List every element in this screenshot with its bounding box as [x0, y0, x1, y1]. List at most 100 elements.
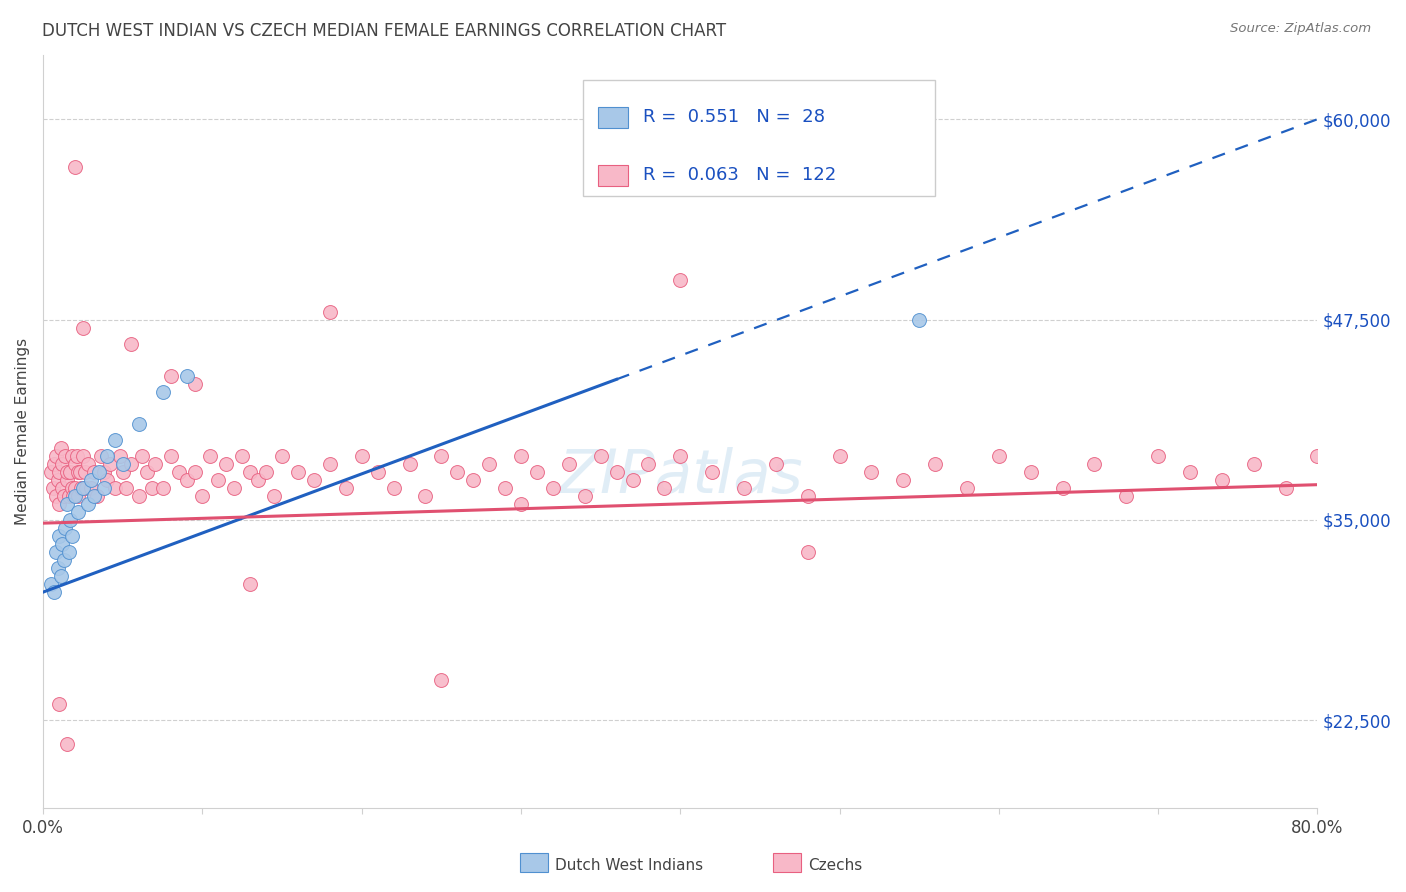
- Point: [49, 441, 72, 455]
- Point: [765, 457, 787, 471]
- Point: [335, 481, 357, 495]
- Point: [45, 545, 67, 559]
- Point: [96, 449, 118, 463]
- Point: [104, 481, 127, 495]
- Point: [128, 417, 150, 431]
- Point: [72, 481, 94, 495]
- Point: [463, 473, 485, 487]
- Point: [510, 449, 533, 463]
- Point: [183, 376, 205, 391]
- Point: [98, 457, 121, 471]
- Point: [796, 489, 818, 503]
- Point: [669, 449, 692, 463]
- Point: [1052, 481, 1074, 495]
- Point: [239, 465, 262, 479]
- Point: [55, 449, 77, 463]
- Point: [42, 481, 65, 495]
- Point: [72, 320, 94, 334]
- Point: [263, 489, 285, 503]
- Point: [76, 457, 98, 471]
- Point: [908, 312, 931, 326]
- Point: [128, 489, 150, 503]
- Point: [176, 368, 198, 383]
- Point: [45, 489, 67, 503]
- Point: [135, 465, 157, 479]
- Point: [48, 497, 70, 511]
- Point: [796, 545, 818, 559]
- Point: [860, 465, 883, 479]
- Text: R =  0.551   N =  28: R = 0.551 N = 28: [643, 109, 824, 127]
- Point: [1147, 449, 1170, 463]
- Point: [83, 489, 105, 503]
- Point: [51, 457, 73, 471]
- Point: [62, 489, 84, 503]
- Point: [131, 449, 153, 463]
- Point: [56, 497, 79, 511]
- Point: [111, 457, 134, 471]
- Point: [55, 521, 77, 535]
- Point: [207, 473, 229, 487]
- Point: [56, 737, 79, 751]
- Point: [120, 336, 142, 351]
- Point: [1083, 457, 1105, 471]
- Point: [66, 449, 89, 463]
- Point: [56, 465, 79, 479]
- Point: [621, 473, 644, 487]
- Point: [271, 449, 294, 463]
- Point: [60, 529, 83, 543]
- Point: [654, 481, 676, 495]
- Point: [120, 457, 142, 471]
- Point: [86, 489, 108, 503]
- Point: [90, 449, 112, 463]
- Point: [478, 457, 501, 471]
- Point: [52, 489, 75, 503]
- Point: [67, 505, 90, 519]
- Point: [141, 481, 163, 495]
- Point: [319, 457, 342, 471]
- Point: [67, 465, 90, 479]
- Point: [319, 304, 342, 318]
- Point: [302, 473, 325, 487]
- Point: [96, 473, 118, 487]
- Point: [606, 465, 628, 479]
- Point: [494, 481, 516, 495]
- Point: [69, 465, 91, 479]
- Point: [39, 465, 62, 479]
- Point: [58, 489, 80, 503]
- Point: [52, 553, 75, 567]
- Point: [59, 513, 82, 527]
- Point: [200, 449, 222, 463]
- Point: [87, 465, 110, 479]
- Point: [167, 465, 190, 479]
- Point: [73, 465, 96, 479]
- Point: [93, 481, 115, 495]
- Y-axis label: Median Female Earnings: Median Female Earnings: [15, 338, 30, 525]
- Point: [191, 489, 214, 503]
- Text: Czechs: Czechs: [808, 858, 863, 872]
- Text: ZIPatlas: ZIPatlas: [558, 448, 803, 507]
- Point: [1178, 465, 1201, 479]
- Point: [733, 481, 755, 495]
- Point: [510, 497, 533, 511]
- Point: [48, 465, 70, 479]
- Point: [1274, 481, 1296, 495]
- Point: [108, 449, 131, 463]
- Point: [80, 481, 103, 495]
- Point: [1211, 473, 1233, 487]
- Point: [956, 481, 979, 495]
- Point: [67, 489, 90, 503]
- Point: [49, 569, 72, 583]
- Point: [589, 449, 612, 463]
- Point: [39, 577, 62, 591]
- Point: [83, 465, 105, 479]
- Point: [446, 465, 468, 479]
- Point: [44, 457, 66, 471]
- Point: [924, 457, 946, 471]
- Text: Dutch West Indians: Dutch West Indians: [555, 858, 703, 872]
- Point: [828, 449, 851, 463]
- Point: [1019, 465, 1042, 479]
- Point: [526, 465, 548, 479]
- Point: [558, 457, 581, 471]
- Point: [59, 465, 82, 479]
- Point: [72, 449, 94, 463]
